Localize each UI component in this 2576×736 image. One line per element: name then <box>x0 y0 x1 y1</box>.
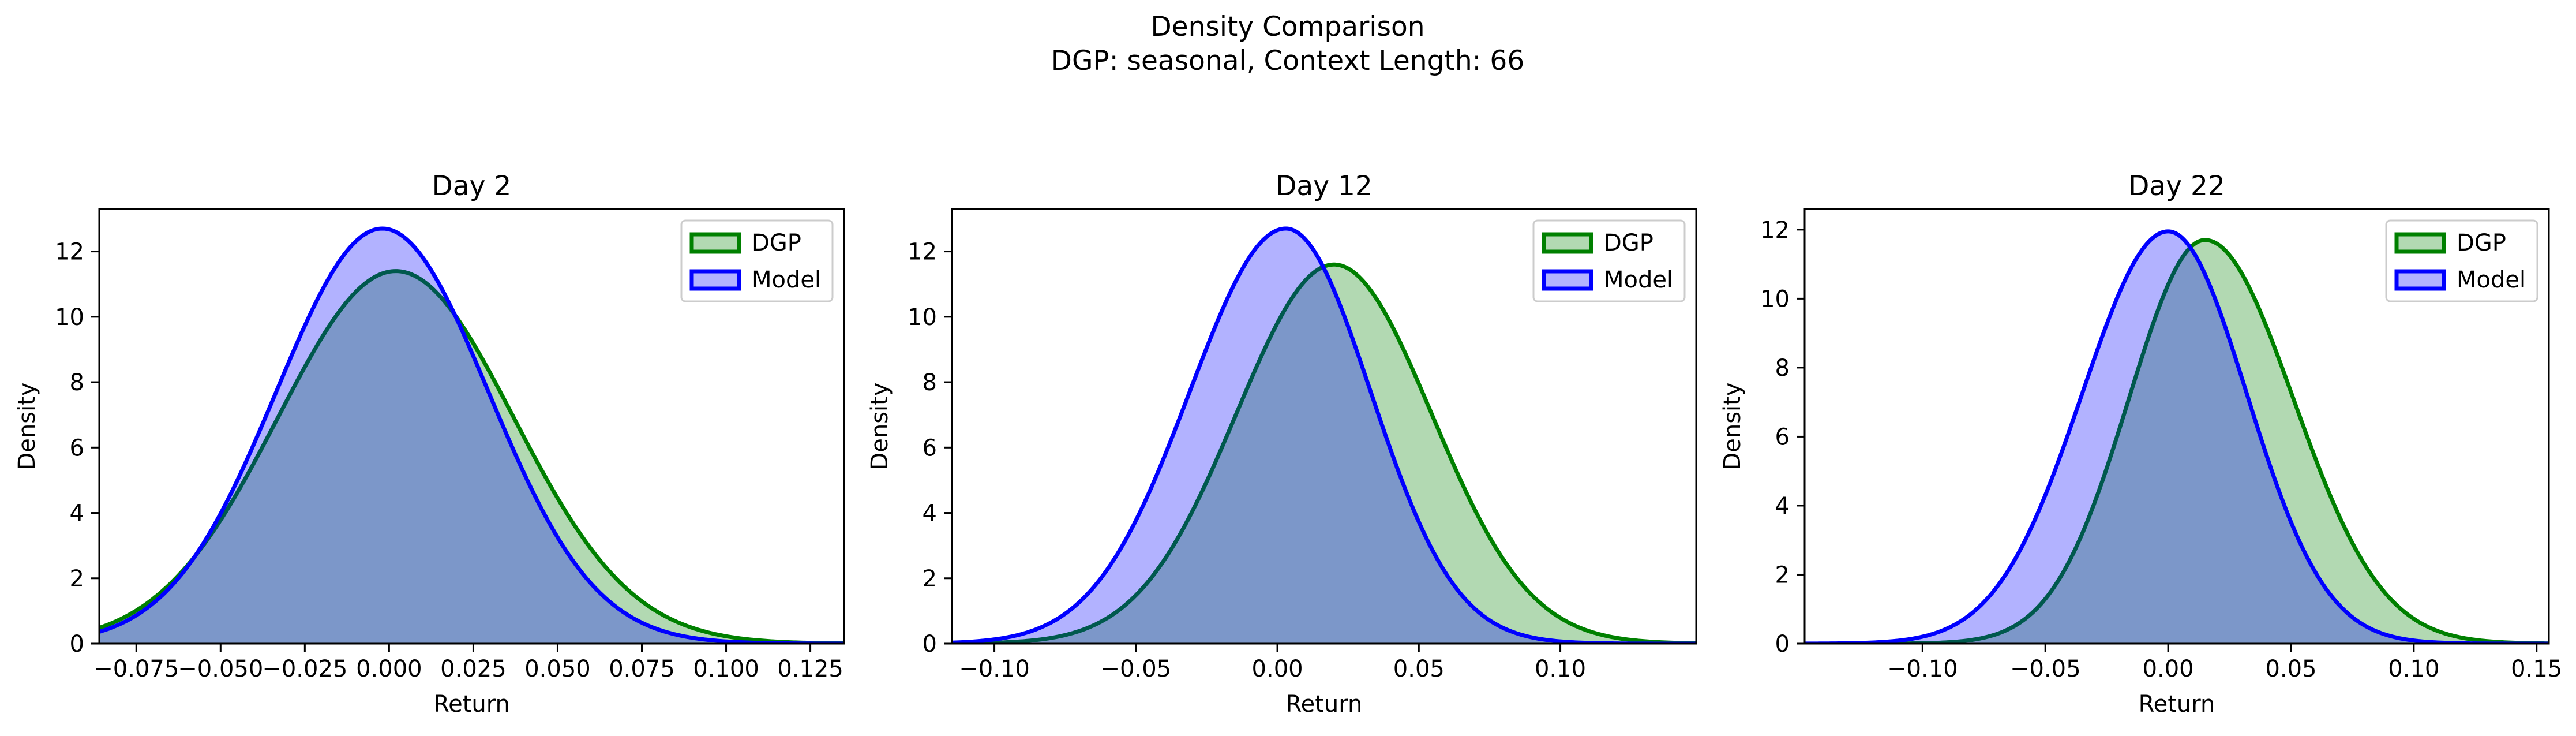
dgp-legend-label: DGP <box>752 230 801 256</box>
x-tick-label: 0.10 <box>1535 656 1586 682</box>
x-tick-label: 0.05 <box>1393 656 1445 682</box>
model-legend-label: Model <box>2457 267 2526 293</box>
x-tick-label: 0.10 <box>2388 656 2439 682</box>
subplots-group: −0.075−0.050−0.025 0.000 0.025 0.050 0.075 0.… <box>14 170 2562 718</box>
x-tick-label: −0.050 <box>178 656 263 682</box>
legend: DGP Model <box>2385 219 2538 302</box>
y-axis-label: Density <box>867 382 893 470</box>
plot-area <box>99 226 844 644</box>
x-tick-label: 0.00 <box>1252 656 1303 682</box>
model-density-fill <box>1805 231 2549 644</box>
subplot-title: Day 22 <box>2128 170 2225 202</box>
legend: DGP Model <box>1532 219 1686 302</box>
dgp-legend-swatch <box>689 232 741 254</box>
y-tick-label: 8 <box>70 369 84 396</box>
figure-title-line2: DGP: seasonal, Context Length: 66 <box>1051 45 1524 77</box>
y-axis-label: Density <box>1719 382 1746 470</box>
y-tick-label: 8 <box>1775 355 1790 382</box>
x-tick-label: −0.10 <box>959 656 1030 682</box>
axes-frame <box>1803 208 2550 645</box>
x-tick-label: −0.075 <box>93 656 179 682</box>
x-tick-label: 0.100 <box>693 656 759 682</box>
x-tick-label: 0.00 <box>2143 656 2194 682</box>
subplot-title: Day 2 <box>432 170 512 202</box>
x-tick-label: 0.125 <box>777 656 843 682</box>
model-density-line <box>952 226 1696 644</box>
y-tick-label: 0 <box>70 631 84 657</box>
model-density-line <box>99 226 844 644</box>
y-tick-label: 12 <box>908 239 937 266</box>
dgp-legend-label: DGP <box>2457 230 2506 256</box>
y-axis-label: Density <box>14 382 40 470</box>
y-tick-label: 2 <box>1775 562 1790 588</box>
subplot-3: −0.10 −0.05 0.00 0.05 0.10 0.15 0 2 4 6 8 10 12 Day 2… <box>1719 170 2562 718</box>
dgp-density-line <box>99 269 844 644</box>
dgp-legend-swatch <box>2394 232 2446 254</box>
dgp-density-fill <box>99 271 844 644</box>
model-legend-swatch <box>689 269 741 291</box>
legend-box <box>2385 219 2538 302</box>
plot-area <box>952 226 1696 644</box>
y-tick-label: 10 <box>908 304 937 331</box>
model-density-line <box>1805 229 2549 644</box>
model-legend-label: Model <box>752 267 821 293</box>
y-tick-label: 2 <box>70 566 84 592</box>
y-tick-label: 10 <box>55 304 84 331</box>
model-density-fill <box>952 229 1696 644</box>
y-tick-label: 4 <box>1775 493 1790 520</box>
figure-title-line1: Density Comparison <box>1150 11 1424 43</box>
legend-box <box>680 219 834 302</box>
x-tick-label: 0.05 <box>2265 656 2316 682</box>
x-tick-label: 0.025 <box>440 656 507 682</box>
y-tick-label: 2 <box>923 566 937 592</box>
axes-frame <box>951 208 1697 645</box>
dgp-legend-swatch <box>1542 232 1593 254</box>
model-legend-swatch <box>1542 269 1593 291</box>
x-tick-label: −0.05 <box>2010 656 2081 682</box>
y-tick-label: 10 <box>1760 286 1790 312</box>
y-tick-label: 4 <box>923 500 937 527</box>
x-tick-label: −0.025 <box>262 656 347 682</box>
y-tick-label: 0 <box>923 631 937 657</box>
dgp-density-fill <box>1805 240 2549 644</box>
y-tick-label: 4 <box>70 500 84 527</box>
model-legend-label: Model <box>1604 267 1673 293</box>
x-axis-label: Return <box>2139 691 2215 718</box>
y-tick-label: 0 <box>1775 631 1790 657</box>
dgp-density-fill <box>952 264 1696 644</box>
legend-box <box>1532 219 1686 302</box>
subplot-title: Day 12 <box>1276 170 1373 202</box>
x-tick-label: −0.05 <box>1101 656 1172 682</box>
subplot-1: −0.075−0.050−0.025 0.000 0.025 0.050 0.075 0.… <box>14 170 845 718</box>
dgp-legend-label: DGP <box>1604 230 1653 256</box>
y-tick-label: 6 <box>923 435 937 461</box>
y-tick-label: 12 <box>55 239 84 266</box>
y-tick-label: 8 <box>923 369 937 396</box>
x-tick-label: 0.000 <box>356 656 422 682</box>
x-tick-label: 0.15 <box>2511 656 2562 682</box>
y-tick-label: 12 <box>1760 217 1790 244</box>
y-tick-label: 6 <box>1775 424 1790 450</box>
axes-frame <box>98 208 845 645</box>
x-tick-label: 0.075 <box>609 656 675 682</box>
model-density-fill <box>99 228 844 644</box>
subplot-2: −0.10 −0.05 0.00 0.05 0.10 0 2 4 6 8 10 12 Day 12 Ret… <box>867 170 1697 718</box>
x-axis-label: Return <box>433 691 510 718</box>
model-legend-swatch <box>2394 269 2446 291</box>
legend: DGP Model <box>680 219 834 302</box>
x-tick-label: −0.10 <box>1887 656 1958 682</box>
x-tick-label: 0.050 <box>524 656 591 682</box>
x-axis-label: Return <box>1286 691 1363 718</box>
y-tick-label: 6 <box>70 435 84 461</box>
